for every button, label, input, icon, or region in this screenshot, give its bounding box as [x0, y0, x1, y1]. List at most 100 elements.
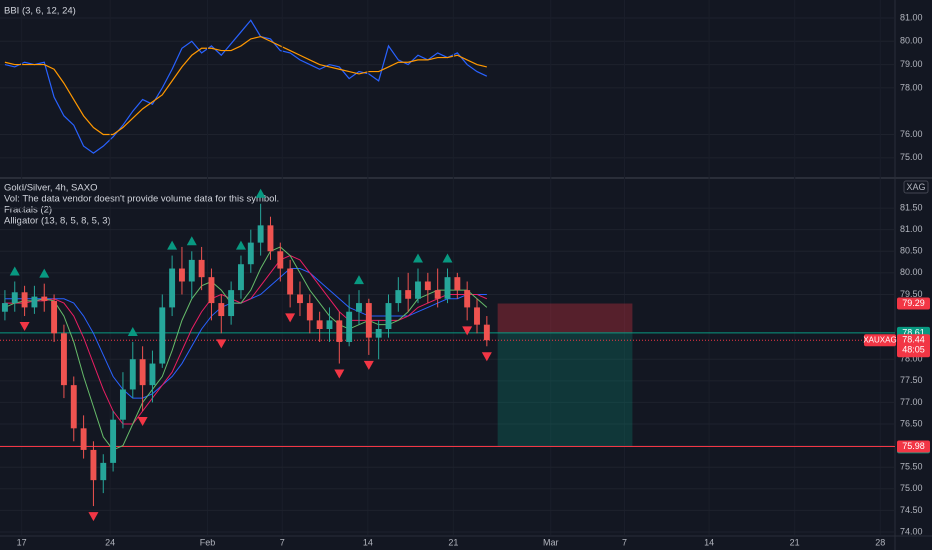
y-tick-label: 81.50: [900, 202, 923, 212]
candle-body: [405, 290, 412, 299]
y-tick-label: 78.00: [900, 82, 923, 92]
candle-body: [424, 281, 431, 291]
y-tick-label: 79.00: [900, 59, 923, 69]
candle-body: [21, 292, 28, 308]
y-tick-label: 75.00: [900, 152, 923, 162]
candle-body: [356, 303, 362, 312]
candle-body: [483, 324, 490, 341]
candle-body: [277, 251, 284, 269]
fractal-down: [285, 313, 296, 323]
candle-body: [218, 303, 225, 317]
candle-body: [169, 268, 176, 308]
candle-body: [247, 242, 254, 265]
x-tick-label: Mar: [543, 537, 559, 547]
candle-body: [119, 389, 126, 420]
target-zone: [497, 332, 633, 447]
alligator-line: [4, 255, 488, 425]
candle-body: [60, 333, 67, 386]
candle-body: [464, 290, 471, 308]
symbol-title[interactable]: Gold/Silver, 4h, SAXO: [4, 183, 97, 194]
y-tick-label: 74.50: [900, 505, 923, 515]
candle-body: [139, 359, 146, 386]
y-tick-label: 79.50: [900, 289, 923, 299]
x-tick-label: 14: [363, 537, 373, 547]
candle-body: [415, 281, 421, 299]
fractal-down: [462, 326, 473, 336]
candle-body: [297, 294, 303, 304]
candle-body: [238, 264, 244, 291]
fractal-down: [19, 322, 30, 332]
candle-body: [159, 307, 166, 364]
candle-body: [395, 290, 402, 304]
last-price-box: [897, 334, 930, 358]
y-tick-label: 76.50: [900, 418, 923, 428]
candle-body: [365, 303, 372, 338]
y-tick-label: 76.00: [900, 129, 923, 139]
candle-body: [228, 290, 235, 317]
fractal-up: [39, 268, 50, 278]
stop-label: 79.29: [902, 298, 925, 308]
y-tick-label: 80.50: [900, 246, 923, 256]
candle-body: [129, 359, 136, 390]
currency-badge-box[interactable]: [903, 180, 929, 194]
y-tick-label: 81.00: [900, 224, 923, 234]
candle-body: [1, 303, 8, 312]
x-tick-label: 21: [790, 537, 800, 547]
fractal-up: [235, 240, 246, 250]
fractal-up: [412, 253, 423, 263]
candle-body: [267, 225, 274, 252]
fractal-up: [255, 188, 266, 198]
x-tick-label: 17: [17, 537, 27, 547]
candle-body: [208, 277, 215, 304]
y-tick-label: 80.00: [900, 267, 923, 277]
fractal-down: [216, 339, 227, 349]
y-tick-label: 80.00: [900, 36, 923, 46]
y-tick-label: 74.00: [900, 526, 923, 536]
candle-body: [326, 320, 333, 329]
fractals-legend[interactable]: Fractals (2): [4, 205, 52, 216]
stop-zone: [497, 303, 633, 333]
currency-badge[interactable]: XAG: [906, 182, 925, 192]
indicator-line: [4, 19, 488, 154]
candle-body: [51, 300, 58, 334]
y-tick-label: 77.50: [900, 375, 923, 385]
candle-body: [188, 259, 195, 282]
candle-body: [287, 268, 294, 295]
x-tick-label: 14: [704, 537, 714, 547]
candle-body: [179, 268, 185, 282]
alligator-legend[interactable]: Alligator (13, 8, 5, 8, 5, 3): [4, 216, 111, 227]
fractal-up: [186, 236, 197, 246]
indicator-line: [4, 35, 487, 136]
candle-body: [306, 303, 313, 321]
candle-body: [257, 225, 264, 243]
y-tick-label: 77.00: [900, 397, 923, 407]
candle-body: [444, 277, 451, 299]
x-tick-label: 7: [280, 537, 285, 547]
fractal-down: [137, 417, 148, 427]
candle-body: [375, 328, 382, 338]
candle-body: [149, 363, 156, 386]
candle-body: [90, 449, 97, 481]
symbol-box: [864, 334, 896, 347]
bar-countdown: 48:05: [902, 345, 925, 355]
candle-body: [385, 303, 392, 329]
candle-body: [11, 292, 18, 304]
candle-body: [110, 419, 117, 463]
x-tick-label: 7: [622, 537, 627, 547]
candle-body: [454, 277, 461, 291]
volume-note[interactable]: Vol: The data vendor doesn't provide vol…: [4, 194, 279, 205]
y-tick-label: 75.50: [900, 462, 923, 472]
candle-body: [474, 307, 480, 325]
candle-body: [31, 296, 38, 308]
fractal-up: [9, 266, 20, 276]
last-price: 78.44: [902, 335, 925, 345]
x-tick-label: 28: [875, 537, 885, 547]
symbol-label: XAUXAG: [863, 335, 896, 344]
stop-label-box: [897, 297, 930, 310]
candle-body: [100, 462, 107, 481]
target-label: 75.98: [902, 441, 925, 451]
indicator-title[interactable]: BBI (3, 6, 12, 24): [4, 6, 76, 17]
candle-body: [434, 290, 441, 299]
